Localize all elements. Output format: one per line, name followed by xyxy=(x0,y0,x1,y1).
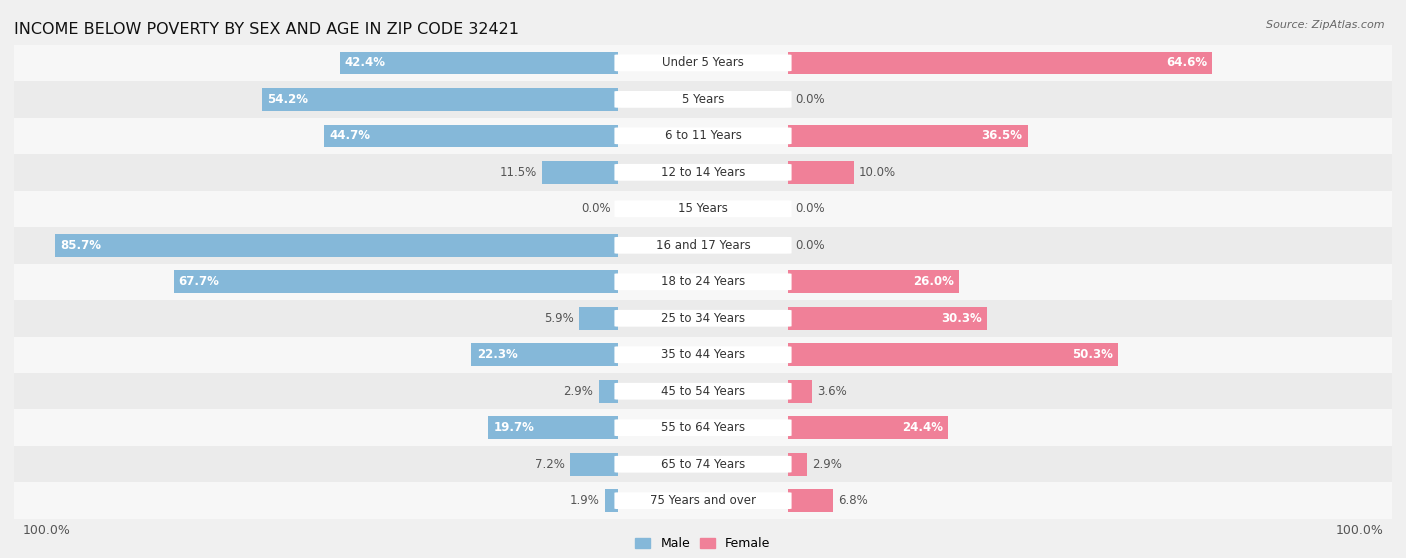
FancyBboxPatch shape xyxy=(614,127,792,144)
Bar xyxy=(173,271,617,293)
Bar xyxy=(599,380,617,402)
Bar xyxy=(14,118,1392,154)
Bar xyxy=(488,416,617,439)
Bar xyxy=(14,410,1392,446)
Bar xyxy=(14,191,1392,227)
FancyBboxPatch shape xyxy=(614,347,792,363)
Text: 67.7%: 67.7% xyxy=(179,275,219,288)
Text: 5.9%: 5.9% xyxy=(544,312,574,325)
Bar xyxy=(14,446,1392,483)
Text: 18 to 24 Years: 18 to 24 Years xyxy=(661,275,745,288)
FancyBboxPatch shape xyxy=(614,273,792,290)
Bar xyxy=(14,227,1392,263)
Text: Source: ZipAtlas.com: Source: ZipAtlas.com xyxy=(1267,20,1385,30)
Bar xyxy=(14,483,1392,519)
Text: 85.7%: 85.7% xyxy=(60,239,101,252)
Bar xyxy=(14,154,1392,191)
Text: 12 to 14 Years: 12 to 14 Years xyxy=(661,166,745,179)
Bar xyxy=(14,300,1392,336)
Bar xyxy=(471,343,617,366)
Text: 10.0%: 10.0% xyxy=(859,166,896,179)
Bar xyxy=(543,161,617,184)
Text: 0.0%: 0.0% xyxy=(794,93,824,106)
Text: 1.9%: 1.9% xyxy=(569,494,600,507)
Text: 75 Years and over: 75 Years and over xyxy=(650,494,756,507)
Text: 0.0%: 0.0% xyxy=(794,239,824,252)
FancyBboxPatch shape xyxy=(614,200,792,217)
FancyBboxPatch shape xyxy=(614,456,792,473)
Text: 45 to 54 Years: 45 to 54 Years xyxy=(661,385,745,398)
FancyBboxPatch shape xyxy=(614,310,792,326)
Text: 5 Years: 5 Years xyxy=(682,93,724,106)
Bar xyxy=(14,45,1392,81)
Bar xyxy=(14,263,1392,300)
FancyBboxPatch shape xyxy=(614,420,792,436)
Bar xyxy=(605,489,617,512)
FancyBboxPatch shape xyxy=(614,383,792,400)
Bar xyxy=(789,124,1028,147)
Text: 2.9%: 2.9% xyxy=(564,385,593,398)
FancyBboxPatch shape xyxy=(614,492,792,509)
Bar xyxy=(579,307,617,330)
Bar xyxy=(571,453,617,475)
Text: 30.3%: 30.3% xyxy=(941,312,981,325)
Text: 42.4%: 42.4% xyxy=(344,56,385,69)
Bar xyxy=(789,453,807,475)
Bar xyxy=(789,161,853,184)
Bar xyxy=(262,88,617,110)
Text: 55 to 64 Years: 55 to 64 Years xyxy=(661,421,745,434)
Text: 65 to 74 Years: 65 to 74 Years xyxy=(661,458,745,471)
Text: 7.2%: 7.2% xyxy=(536,458,565,471)
Text: 54.2%: 54.2% xyxy=(267,93,308,106)
FancyBboxPatch shape xyxy=(614,164,792,181)
Bar xyxy=(789,343,1118,366)
Bar xyxy=(55,234,617,257)
FancyBboxPatch shape xyxy=(614,91,792,108)
Text: 22.3%: 22.3% xyxy=(477,348,517,361)
Bar xyxy=(789,380,811,402)
Text: 35 to 44 Years: 35 to 44 Years xyxy=(661,348,745,361)
Text: 24.4%: 24.4% xyxy=(903,421,943,434)
Bar xyxy=(789,271,959,293)
Text: Under 5 Years: Under 5 Years xyxy=(662,56,744,69)
Text: 26.0%: 26.0% xyxy=(912,275,953,288)
FancyBboxPatch shape xyxy=(614,55,792,71)
Bar xyxy=(14,336,1392,373)
Text: 64.6%: 64.6% xyxy=(1166,56,1206,69)
Legend: Male, Female: Male, Female xyxy=(630,532,776,555)
Text: 3.6%: 3.6% xyxy=(817,385,846,398)
Bar xyxy=(14,81,1392,118)
Bar xyxy=(789,51,1212,74)
Text: 15 Years: 15 Years xyxy=(678,203,728,215)
Text: 36.5%: 36.5% xyxy=(981,129,1022,142)
Text: 11.5%: 11.5% xyxy=(499,166,537,179)
Text: 19.7%: 19.7% xyxy=(494,421,534,434)
Bar xyxy=(339,51,617,74)
Text: 50.3%: 50.3% xyxy=(1073,348,1114,361)
Bar xyxy=(789,489,832,512)
Text: 25 to 34 Years: 25 to 34 Years xyxy=(661,312,745,325)
Bar xyxy=(789,307,987,330)
Text: INCOME BELOW POVERTY BY SEX AND AGE IN ZIP CODE 32421: INCOME BELOW POVERTY BY SEX AND AGE IN Z… xyxy=(14,22,519,36)
Text: 2.9%: 2.9% xyxy=(813,458,842,471)
Bar xyxy=(789,416,949,439)
Text: 0.0%: 0.0% xyxy=(794,203,824,215)
Bar xyxy=(14,373,1392,410)
Text: 44.7%: 44.7% xyxy=(329,129,371,142)
Text: 0.0%: 0.0% xyxy=(582,203,612,215)
Text: 6.8%: 6.8% xyxy=(838,494,868,507)
Text: 6 to 11 Years: 6 to 11 Years xyxy=(665,129,741,142)
FancyBboxPatch shape xyxy=(614,237,792,254)
Text: 16 and 17 Years: 16 and 17 Years xyxy=(655,239,751,252)
Bar xyxy=(325,124,617,147)
